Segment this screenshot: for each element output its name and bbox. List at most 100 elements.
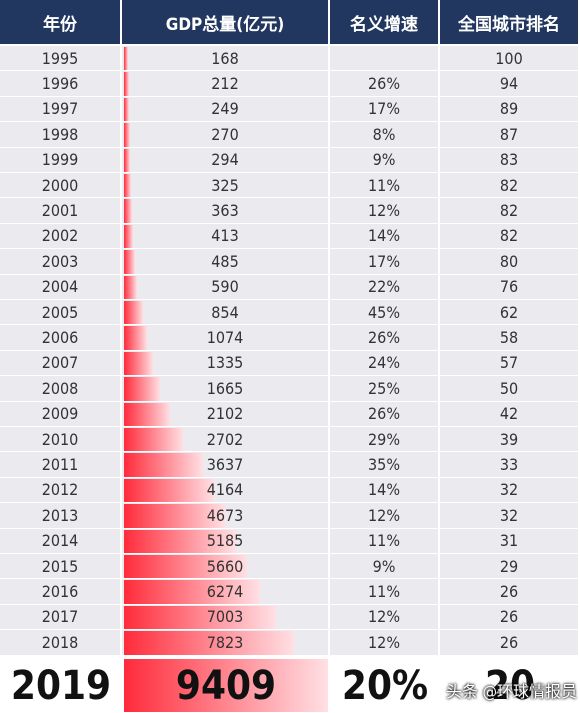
growth-text: 9% (372, 150, 396, 170)
growth-cell: 12% (330, 198, 440, 224)
year-text: 2010 (41, 429, 79, 449)
watermark: 头条 @环球情报员 (446, 682, 577, 701)
year-cell: 2014 (0, 528, 122, 554)
gdp-text: 294 (211, 150, 239, 170)
gdp-bar (124, 478, 215, 503)
growth-cell: 45% (330, 300, 440, 326)
gdp-bar (124, 377, 161, 401)
gdp-bar (124, 72, 129, 96)
gdp-text: 325 (211, 175, 239, 195)
gdp-text: 4164 (206, 480, 244, 500)
growth-cell: 9% (330, 147, 440, 173)
rank-cell: 29 (440, 554, 580, 580)
gdp-cell: 2102 (122, 401, 330, 427)
rank-cell: 57 (440, 350, 580, 377)
gdp-bar (124, 504, 226, 528)
rank-text: 26 (499, 632, 519, 652)
gdp-cell: 270 (122, 122, 330, 148)
gdp-text: 168 (211, 48, 239, 68)
growth-text: 8% (372, 124, 396, 144)
growth-cell: 22% (330, 274, 440, 300)
year-text: 2004 (41, 277, 79, 297)
growth-text: 22% (368, 277, 400, 297)
year-cell: 2010 (0, 427, 122, 453)
gdp-cell: 2702 (122, 427, 330, 453)
growth-cell: 25% (330, 376, 440, 402)
gdp-cell: 294 (122, 147, 330, 173)
year-text: 2012 (41, 480, 79, 500)
rank-text: 32 (499, 505, 519, 525)
rank-text: 31 (499, 531, 519, 551)
year-cell: 2004 (0, 274, 122, 300)
rank-cell: 82 (440, 198, 580, 224)
rank-text: 57 (499, 353, 519, 373)
gdp-text: 363 (211, 201, 239, 221)
gdp-bar (124, 47, 128, 71)
gdp-bar (124, 123, 130, 147)
growth-cell: 26% (330, 71, 440, 97)
year-text: 2011 (41, 455, 79, 475)
gdp-bar (124, 631, 294, 655)
gdp-cell: 4673 (122, 503, 330, 529)
year-text: 2014 (41, 531, 79, 551)
gdp-text: 854 (211, 302, 239, 322)
growth-cell: 17% (330, 96, 440, 123)
rank-cell: 26 (440, 579, 580, 605)
year-text: 2001 (41, 201, 79, 221)
gdp-cell: 212 (122, 71, 330, 97)
rank-cell: 82 (440, 223, 580, 250)
gdp-text: 590 (211, 277, 239, 297)
growth-text: 26% (368, 404, 400, 424)
rank-cell: 26 (440, 630, 580, 656)
growth-cell (330, 46, 440, 72)
rank-text: 82 (499, 201, 519, 221)
gdp-cell: 4164 (122, 477, 330, 504)
gdp-cell: 485 (122, 249, 330, 275)
rank-cell: 50 (440, 376, 580, 402)
year-cell: 2007 (0, 350, 122, 377)
gdp-text: 2102 (206, 404, 244, 424)
gdp-bar (124, 301, 143, 325)
gdp-text: 413 (211, 226, 239, 246)
rank-text: 26 (499, 582, 519, 602)
gdp-text: 3637 (206, 455, 244, 475)
growth-text: 29% (368, 429, 400, 449)
year-text: 2018 (41, 632, 79, 652)
rank-text: 100 (495, 48, 523, 68)
rank-text: 76 (499, 277, 519, 297)
year-text: 2008 (41, 378, 79, 398)
growth-text: 24% (368, 353, 400, 373)
growth-text: 12% (368, 505, 400, 525)
year-cell: 2011 (0, 452, 122, 478)
rank-text: 62 (499, 302, 519, 322)
year-text: 2000 (41, 175, 79, 195)
gdp-bar (124, 174, 132, 198)
growth-text: 45% (368, 302, 400, 322)
rank-text: 29 (499, 556, 519, 576)
year-cell: 2005 (0, 300, 122, 326)
gdp-cell: 1665 (122, 376, 330, 402)
gdp-text: 1074 (206, 328, 244, 348)
gdp-cell: 1335 (122, 350, 330, 377)
rank-cell: 58 (440, 325, 580, 351)
year-text: 2019 (10, 662, 112, 709)
gdp-bar (124, 148, 131, 172)
rank-cell: 62 (440, 300, 580, 326)
year-text: 2005 (41, 302, 79, 322)
growth-cell: 11% (330, 579, 440, 605)
growth-cell: 8% (330, 122, 440, 148)
gdp-text: 2702 (206, 429, 244, 449)
year-cell: 2018 (0, 630, 122, 656)
rank-text: 89 (499, 99, 519, 119)
header-cell: 年份 (0, 0, 122, 44)
year-text: 2009 (41, 404, 79, 424)
gdp-text: 212 (211, 74, 239, 94)
gdp-text: 7823 (206, 632, 244, 652)
gdp-text: 5185 (206, 531, 244, 551)
gdp-bar (124, 529, 237, 553)
rank-text: 83 (499, 150, 519, 170)
growth-text: 12% (368, 201, 400, 221)
growth-text: 17% (368, 99, 400, 119)
year-text: 1996 (41, 74, 79, 94)
